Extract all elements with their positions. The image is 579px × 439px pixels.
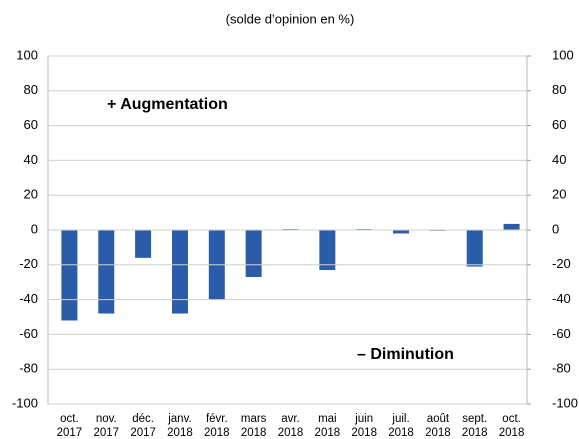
y2-tick-label: -40: [552, 291, 571, 306]
y2-tick-label: -80: [552, 361, 571, 376]
y2-tick-label: 80: [552, 82, 566, 97]
x-tick-label: déc. 2017: [130, 413, 156, 439]
bar: [393, 230, 410, 234]
y-tick-label: 40: [24, 152, 38, 167]
y2-tick-label: -60: [552, 326, 571, 341]
y-tick-label: -20: [19, 256, 38, 271]
x-tick-label: juil. 2018: [388, 413, 414, 439]
x-tick-label: sept. 2018: [462, 413, 488, 439]
y-tick-label: -40: [19, 291, 38, 306]
chart-title: (solde d’opinion en %): [226, 11, 355, 26]
x-tick-label: juin 2018: [351, 413, 377, 439]
y2-tick-label: -100: [552, 395, 578, 410]
y-tick-label: -60: [19, 326, 38, 341]
bar: [503, 223, 520, 230]
annotation: – Diminution: [357, 346, 454, 363]
y2-tick-label: 20: [552, 187, 566, 202]
bar: [61, 230, 78, 321]
y2-tick-label: 100: [552, 47, 574, 62]
bar: [135, 230, 152, 258]
y-tick-label: 0: [31, 221, 38, 236]
y-tick-label: -80: [19, 361, 38, 376]
y-tick-label: 20: [24, 187, 38, 202]
x-tick-label: mars 2018: [241, 413, 267, 439]
x-tick-label: oct. 2017: [57, 413, 83, 439]
x-tick-label: mai 2018: [315, 413, 341, 439]
x-tick-label: avr. 2018: [278, 413, 304, 439]
bar: [466, 230, 483, 267]
y-tick-label: 60: [24, 117, 38, 132]
y2-tick-label: 60: [552, 117, 566, 132]
y-tick-label: -100: [12, 395, 38, 410]
bar: [319, 230, 336, 271]
x-tick-label: nov. 2017: [93, 413, 119, 439]
bar: [171, 230, 188, 314]
bar: [245, 230, 262, 277]
x-tick-label: août 2018: [425, 413, 451, 439]
x-tick-label: févr. 2018: [204, 413, 230, 439]
y2-tick-label: 40: [552, 152, 566, 167]
x-tick-label: oct. 2018: [499, 413, 525, 439]
bar: [98, 230, 115, 314]
y2-tick-label: -20: [552, 256, 571, 271]
x-tick-label: janv. 2018: [167, 413, 193, 439]
annotation: + Augmentation: [107, 96, 228, 113]
y-tick-label: 100: [16, 47, 38, 62]
y-tick-label: 80: [24, 82, 38, 97]
y2-tick-label: 0: [552, 221, 559, 236]
